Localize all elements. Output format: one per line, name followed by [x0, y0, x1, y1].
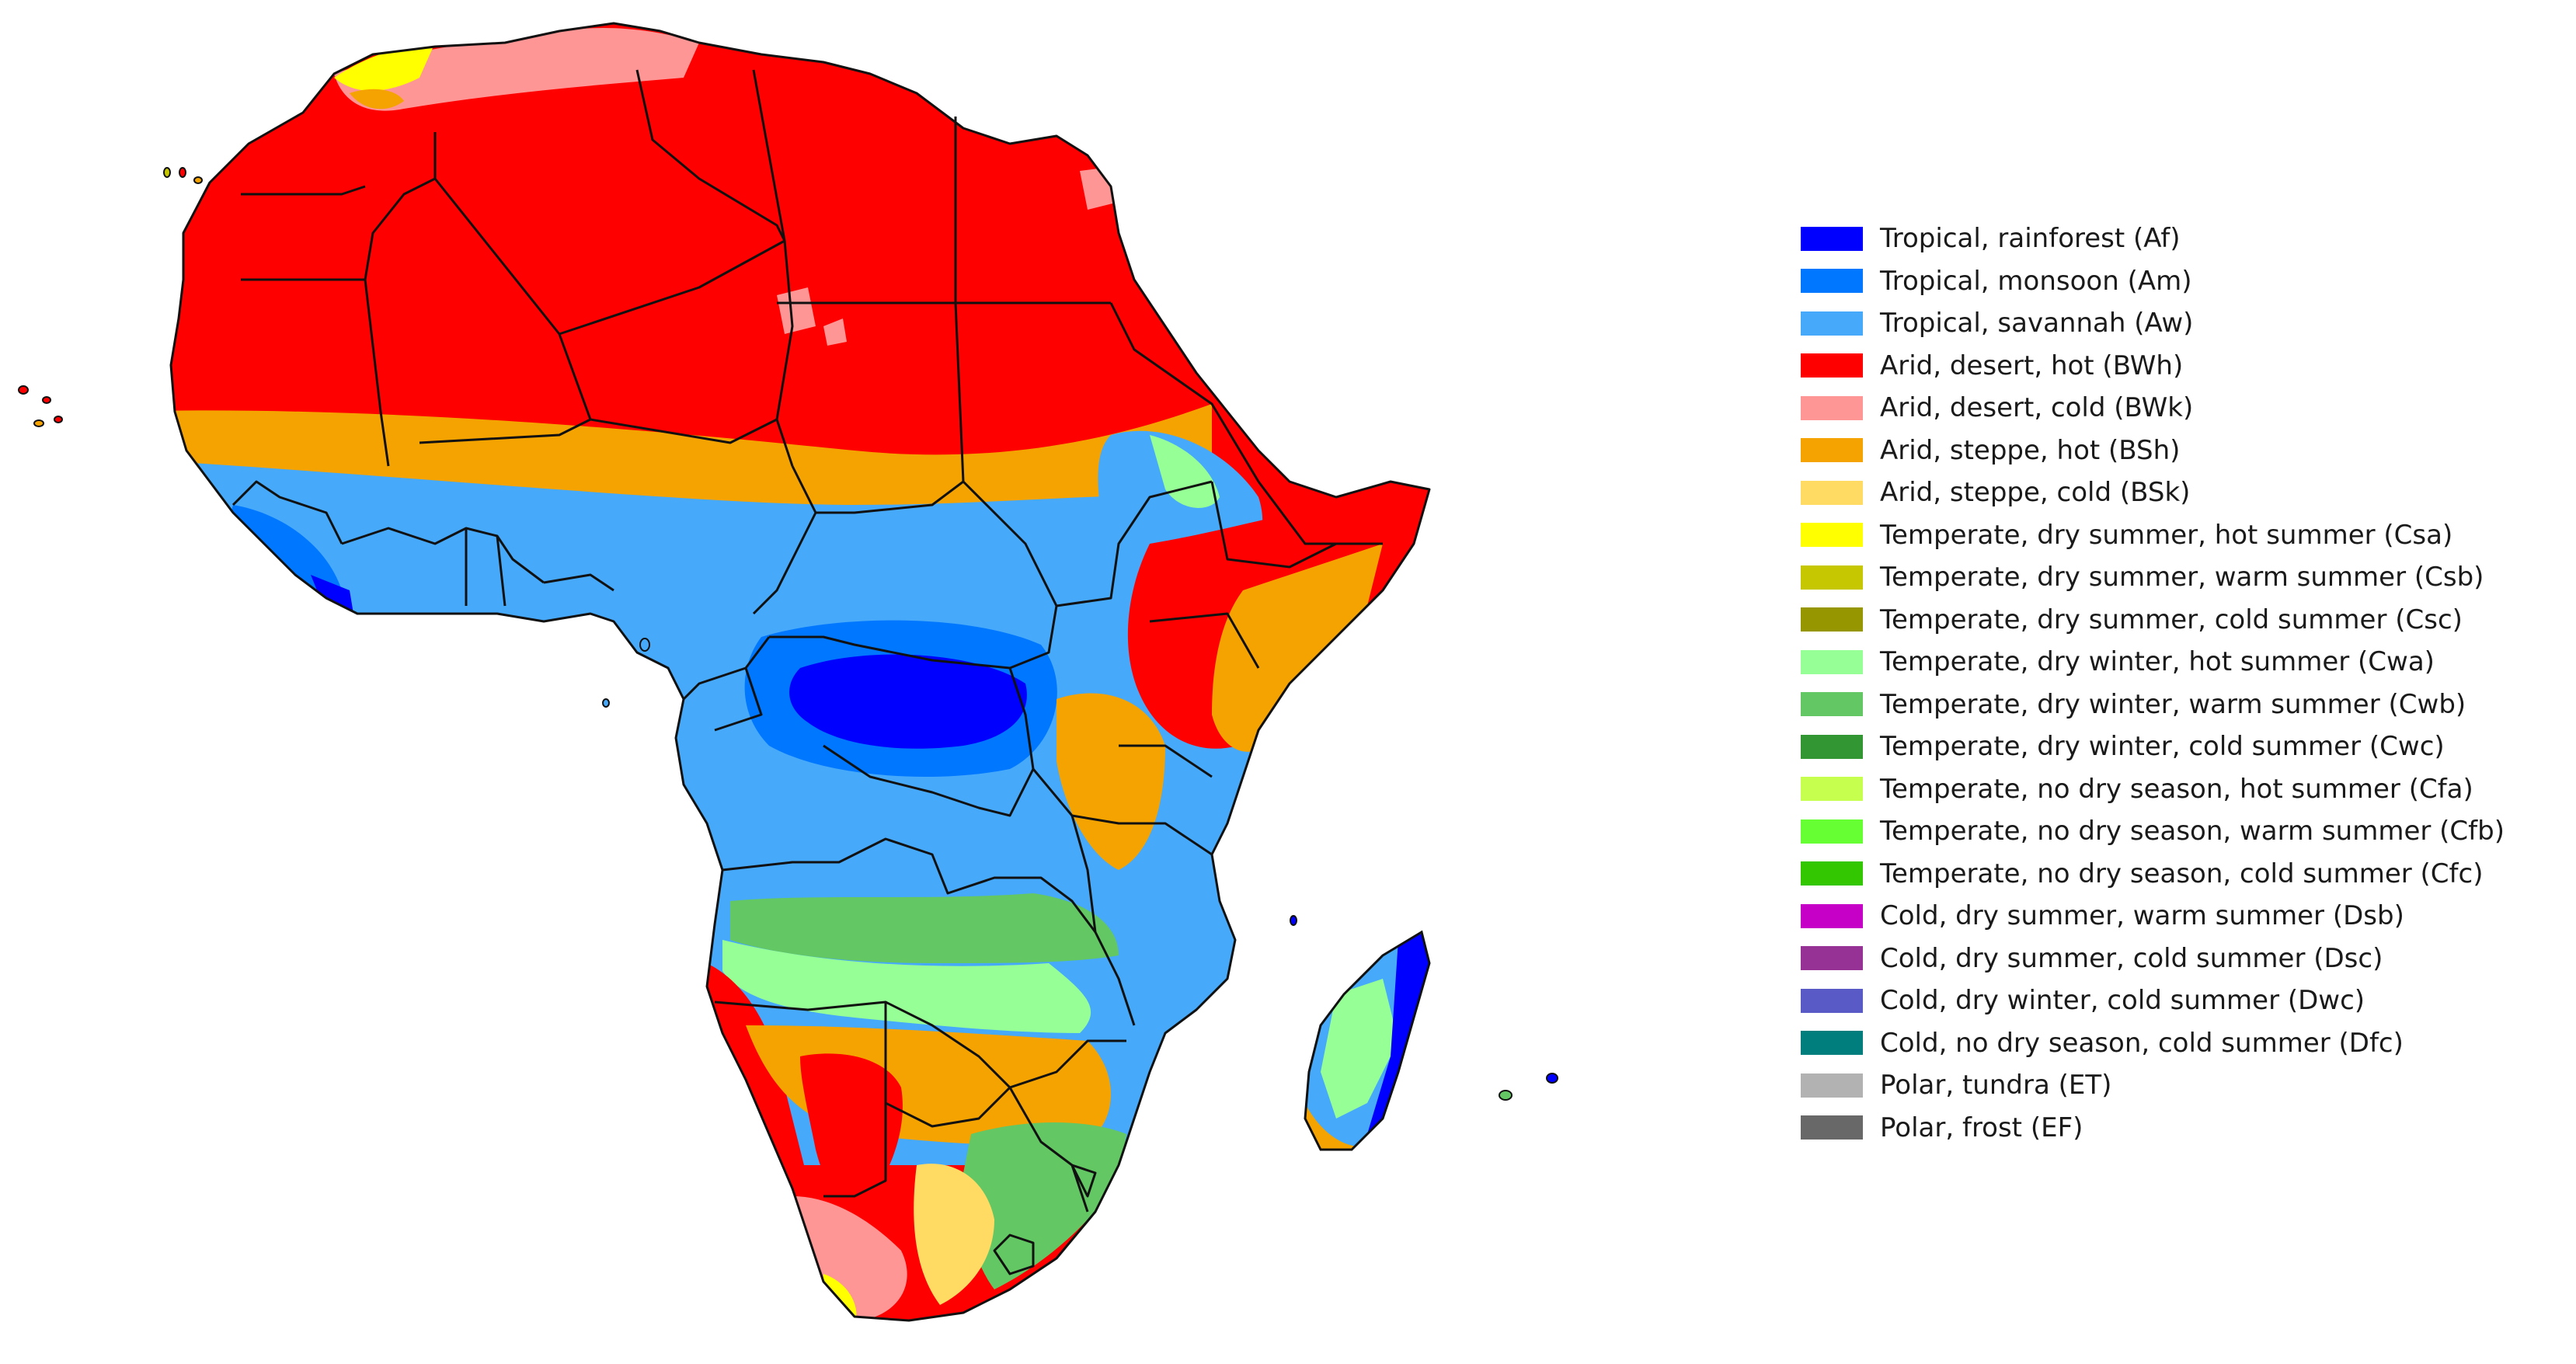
- legend-swatch: [1801, 607, 1863, 632]
- legend-swatch: [1801, 861, 1863, 886]
- legend-label: Temperate, dry winter, warm summer (Cwb): [1880, 688, 2466, 720]
- legend-swatch: [1801, 269, 1863, 294]
- legend-item: Cold, dry summer, cold summer (Dsc): [1801, 938, 2546, 980]
- legend-item: Temperate, no dry season, warm summer (C…: [1801, 810, 2546, 853]
- legend-item: Arid, steppe, hot (BSh): [1801, 430, 2546, 472]
- legend-label: Temperate, no dry season, hot summer (Cf…: [1880, 773, 2473, 805]
- legend-label: Cold, dry summer, cold summer (Dsc): [1880, 942, 2383, 974]
- legend-label: Polar, tundra (ET): [1880, 1070, 2112, 1101]
- legend-label: Temperate, dry summer, cold summer (Csc): [1880, 604, 2463, 635]
- legend-item: Cold, dry winter, cold summer (Dwc): [1801, 980, 2546, 1022]
- legend-item: Arid, steppe, cold (BSk): [1801, 471, 2546, 514]
- legend-label: Tropical, savannah (Aw): [1880, 308, 2194, 339]
- legend-swatch: [1801, 903, 1863, 928]
- legend-swatch: [1801, 480, 1863, 505]
- legend-swatch: [1801, 649, 1863, 674]
- legend-swatch: [1801, 311, 1863, 336]
- legend-label: Temperate, dry winter, hot summer (Cwa): [1880, 646, 2435, 678]
- legend-label: Arid, desert, hot (BWh): [1880, 350, 2184, 381]
- legend-label: Arid, steppe, cold (BSk): [1880, 477, 2191, 509]
- legend-item: Arid, desert, cold (BWk): [1801, 387, 2546, 430]
- legend-label: Temperate, dry summer, warm summer (Csb): [1880, 562, 2484, 593]
- offshore-islands: [18, 167, 1558, 1101]
- legend-swatch: [1801, 988, 1863, 1013]
- legend-swatch: [1801, 226, 1863, 251]
- legend-swatch: [1801, 353, 1863, 378]
- legend-label: Arid, desert, cold (BWk): [1880, 392, 2194, 424]
- country-borders: [169, 22, 1431, 1322]
- legend-swatch: [1801, 438, 1863, 463]
- legend-label: Temperate, dry summer, hot summer (Csa): [1880, 519, 2453, 551]
- legend-label: Arid, steppe, hot (BSh): [1880, 434, 2181, 466]
- legend-label: Polar, frost (EF): [1880, 1112, 2083, 1143]
- legend-label: Cold, dry summer, warm summer (Dsb): [1880, 900, 2404, 932]
- legend-label: Temperate, no dry season, cold summer (C…: [1880, 858, 2484, 889]
- legend-label: Tropical, rainforest (Af): [1880, 223, 2181, 255]
- legend-swatch: [1801, 395, 1863, 420]
- legend-item: Temperate, no dry season, cold summer (C…: [1801, 853, 2546, 896]
- legend-item: Temperate, dry winter, hot summer (Cwa): [1801, 641, 2546, 684]
- legend-swatch: [1801, 692, 1863, 717]
- legend-item: Cold, no dry season, cold summer (Dfc): [1801, 1022, 2546, 1065]
- legend-item: Arid, desert, hot (BWh): [1801, 345, 2546, 388]
- legend-label: Tropical, monsoon (Am): [1880, 265, 2192, 297]
- legend-item: Temperate, dry winter, cold summer (Cwc): [1801, 725, 2546, 768]
- legend-swatch: [1801, 777, 1863, 802]
- legend-label: Cold, dry winter, cold summer (Dwc): [1880, 985, 2365, 1017]
- climate-legend: Tropical, rainforest (Af) Tropical, monso…: [1801, 217, 2546, 1149]
- legend-swatch: [1801, 734, 1863, 759]
- legend-swatch: [1801, 819, 1863, 844]
- legend-swatch: [1801, 1115, 1863, 1140]
- legend-swatch: [1801, 946, 1863, 971]
- legend-item: Polar, tundra (ET): [1801, 1064, 2546, 1107]
- legend-swatch: [1801, 1031, 1863, 1056]
- legend-item: Tropical, savannah (Aw): [1801, 302, 2546, 345]
- legend-label: Temperate, no dry season, warm summer (C…: [1880, 816, 2505, 847]
- legend-item: Cold, dry summer, warm summer (Dsb): [1801, 895, 2546, 938]
- legend-item: Polar, frost (EF): [1801, 1107, 2546, 1150]
- legend-item: Tropical, rainforest (Af): [1801, 217, 2546, 260]
- legend-item: Temperate, no dry season, hot summer (Cf…: [1801, 768, 2546, 811]
- legend-item: Temperate, dry winter, warm summer (Cwb): [1801, 684, 2546, 726]
- legend-swatch: [1801, 523, 1863, 548]
- legend-label: Cold, no dry season, cold summer (Dfc): [1880, 1027, 2404, 1059]
- legend-item: Temperate, dry summer, warm summer (Csb): [1801, 556, 2546, 599]
- legend-label: Temperate, dry winter, cold summer (Cwc): [1880, 731, 2445, 763]
- legend-item: Tropical, monsoon (Am): [1801, 260, 2546, 303]
- legend-swatch: [1801, 565, 1863, 590]
- legend-item: Temperate, dry summer, cold summer (Csc): [1801, 599, 2546, 642]
- legend-item: Temperate, dry summer, hot summer (Csa): [1801, 514, 2546, 557]
- legend-swatch: [1801, 1073, 1863, 1098]
